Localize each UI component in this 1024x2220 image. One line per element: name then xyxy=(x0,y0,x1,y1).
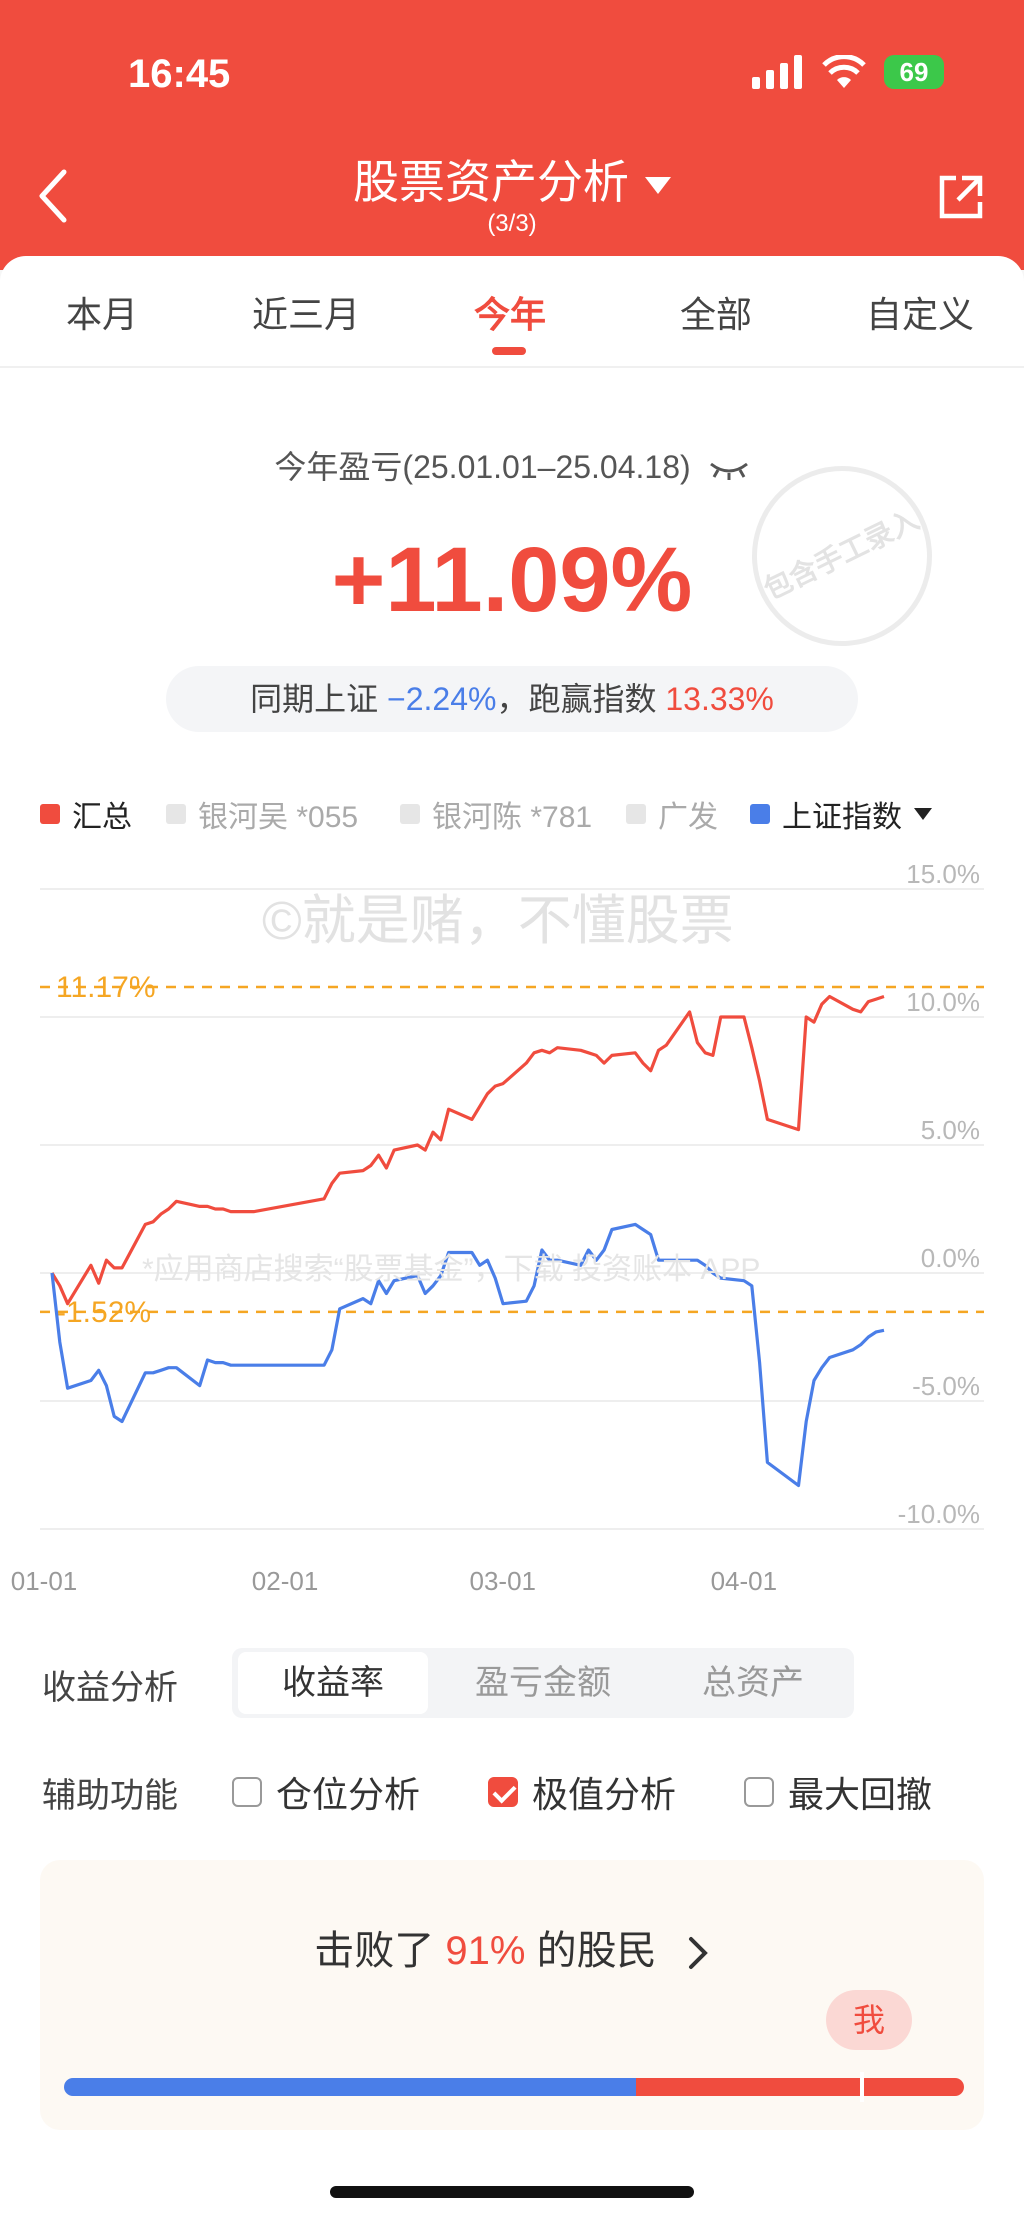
series-line-sse-index xyxy=(50,1222,885,1488)
excess-return: 13.33% xyxy=(665,681,774,717)
beat-suffix: 的股民 xyxy=(525,1929,657,1973)
legend-swatch xyxy=(626,804,646,824)
period-label: 今年盈亏(25.01.01–25.04.18) xyxy=(0,442,1024,488)
period-tabs: 本月 近三月 今年 全部 自定义 xyxy=(0,256,1024,368)
signal-icon xyxy=(752,55,802,89)
home-indicator xyxy=(330,2186,694,2198)
tab-all[interactable]: 全部 xyxy=(679,294,752,335)
checkbox-label: 极值分析 xyxy=(532,1774,677,1815)
checkbox-extreme-analysis[interactable]: 极值分析 xyxy=(488,1766,676,1818)
seg-return-rate[interactable]: 收益率 xyxy=(238,1652,428,1714)
x-tick-label: 03-01 xyxy=(470,1566,537,1596)
total-return: +11.09% xyxy=(331,529,693,631)
tab-three-months[interactable]: 近三月 xyxy=(251,294,360,335)
app-header: 16:45 69 股票资产分析 (3/3) xyxy=(0,0,1024,270)
legend-label: 银河陈 *781 xyxy=(432,801,593,834)
status-time: 16:45 xyxy=(128,52,231,96)
beat-text: 击败了 91% 的股民 xyxy=(40,1918,984,1976)
chevron-right-icon xyxy=(688,1937,708,1970)
legend-swatch xyxy=(166,804,186,824)
battery-icon: 69 xyxy=(884,55,944,89)
wifi-icon xyxy=(822,55,866,88)
page-subtitle: (3/3) xyxy=(487,210,537,237)
tab-this-month[interactable]: 本月 xyxy=(65,294,138,335)
caret-down-icon xyxy=(914,808,932,820)
legend-item-guangfa[interactable]: 广发 xyxy=(626,792,718,836)
legend-item-sse-index[interactable]: 上证指数 xyxy=(750,792,932,836)
y-tick-label: 5.0% xyxy=(921,1115,980,1145)
legend-swatch xyxy=(400,804,420,824)
y-tick-label: 0.0% xyxy=(921,1243,980,1273)
tab-custom[interactable]: 自定义 xyxy=(865,294,974,335)
checkbox-icon xyxy=(232,1777,262,1807)
compare-prefix: 同期上证 xyxy=(250,681,388,717)
beat-card[interactable]: 击败了 91% 的股民 我 xyxy=(40,1860,984,2130)
chart-note: *应用商店搜索“股票基金”，下载 投资账本 APP xyxy=(142,1253,761,1286)
tab-this-year[interactable]: 今年 xyxy=(473,294,546,335)
legend-swatch xyxy=(750,804,770,824)
y-tick-label: -10.0% xyxy=(898,1499,980,1529)
checkbox-max-drawdown[interactable]: 最大回撤 xyxy=(744,1766,932,1818)
beat-percent: 91% xyxy=(445,1929,526,1973)
rank-bar-rest xyxy=(636,2078,964,2096)
page-title[interactable]: 股票资产分析 xyxy=(0,146,1024,212)
legend-item-account-781[interactable]: 银河陈 *781 xyxy=(400,792,592,836)
aux-label: 辅助功能 xyxy=(42,1777,178,1815)
legend-label: 汇总 xyxy=(72,801,132,834)
beat-prefix: 击败了 xyxy=(314,1929,446,1973)
analysis-label: 收益分析 xyxy=(42,1669,178,1707)
checkbox-label: 仓位分析 xyxy=(276,1774,421,1815)
extreme-label: 11.17% xyxy=(56,971,156,1004)
rank-bar-beaten xyxy=(64,2078,636,2096)
x-tick-label: 01-01 xyxy=(11,1566,78,1596)
dropdown-arrow-icon xyxy=(645,177,671,195)
analysis-segmented-control: 收益率 盈亏金额 总资产 xyxy=(232,1648,854,1718)
share-icon[interactable] xyxy=(936,172,986,222)
legend-label: 银河吴 *055 xyxy=(198,801,359,834)
checkbox-icon xyxy=(744,1777,774,1807)
series-line-total xyxy=(50,994,885,1306)
checkbox-checked-icon xyxy=(488,1777,518,1807)
legend-label: 上证指数 xyxy=(782,801,902,834)
y-tick-label: 15.0% xyxy=(906,859,980,889)
x-tick-label: 02-01 xyxy=(252,1566,319,1596)
checkbox-position-analysis[interactable]: 仓位分析 xyxy=(232,1766,420,1818)
return-chart[interactable]: 15.0% 10.0% 5.0% 0.0% -5.0% -10.0% 01-01 02-01 0… xyxy=(0,0,1024,1620)
extreme-label: -1.52% xyxy=(56,1296,151,1329)
checkbox-label: 最大回撤 xyxy=(788,1774,933,1815)
eye-closed-icon[interactable] xyxy=(708,458,750,482)
page-title-text: 股票资产分析 xyxy=(353,156,629,208)
seg-pnl-amount[interactable]: 盈亏金额 xyxy=(475,1664,611,1702)
legend-label: 广发 xyxy=(658,801,718,834)
index-compare: 同期上证 −2.24%，跑赢指数 13.33% xyxy=(166,666,858,732)
seg-total-assets[interactable]: 总资产 xyxy=(702,1664,804,1702)
x-tick-label: 04-01 xyxy=(711,1566,778,1596)
compare-mid: ，跑赢指数 xyxy=(496,681,666,717)
chart-watermark: ©就是赌，不懂股票 xyxy=(262,891,734,951)
legend-item-account-055[interactable]: 银河吴 *055 xyxy=(166,792,358,836)
y-tick-label: 10.0% xyxy=(906,987,980,1017)
legend-swatch xyxy=(40,804,60,824)
status-icons: 69 xyxy=(752,55,944,89)
index-return: −2.24% xyxy=(387,681,497,717)
rank-bar-marker xyxy=(860,2072,864,2102)
back-button[interactable] xyxy=(34,168,74,224)
legend-item-total[interactable]: 汇总 xyxy=(40,792,132,836)
y-tick-label: -5.0% xyxy=(912,1371,980,1401)
me-marker: 我 xyxy=(826,1990,912,2050)
period-text: 今年盈亏(25.01.01–25.04.18) xyxy=(274,449,691,485)
tab-indicator xyxy=(492,347,526,355)
